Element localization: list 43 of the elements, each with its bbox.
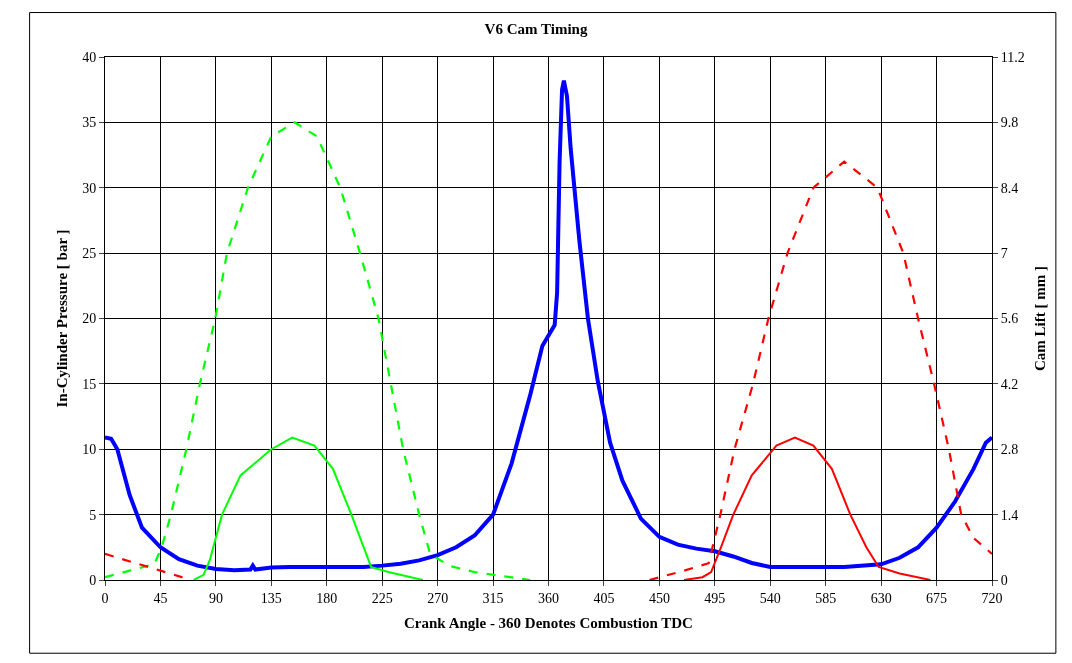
x-tick-label: 270 — [427, 590, 449, 606]
line-series — [683, 436, 932, 580]
y2-tick-label: 2.8 — [1000, 442, 1019, 458]
x-tick-label: 540 — [759, 590, 781, 606]
x-tick-label: 585 — [815, 590, 837, 606]
x-tick-label: 315 — [482, 590, 504, 606]
y2-axis-title: Cam Lift [ mm ] — [1031, 266, 1048, 371]
y-tick-label: 30 — [82, 180, 97, 196]
y2-tick-label: 4.2 — [1000, 376, 1019, 392]
y2-tick-label: 7 — [1000, 246, 1008, 262]
y2-tick-label: 11.2 — [1000, 49, 1025, 65]
y2-tick-label: 8.4 — [1000, 180, 1019, 196]
x-tick-label: 135 — [260, 590, 282, 606]
y-tick-label: 25 — [82, 246, 97, 262]
x-tick-label: 180 — [316, 590, 338, 606]
y-tick-label: 0 — [89, 572, 97, 588]
x-axis-title: Crank Angle - 360 Denotes Combustion TDC — [404, 614, 693, 631]
x-tick-label: 630 — [870, 590, 892, 606]
x-tick-label: 0 — [101, 590, 109, 606]
x-tick-label: 450 — [648, 590, 670, 606]
x-tick-label: 720 — [981, 590, 1003, 606]
y-axis-title: In-Cylinder Pressure [ bar ] — [54, 229, 71, 408]
y2-tick-label: 9.8 — [1000, 115, 1019, 131]
y-tick-label: 5 — [89, 507, 97, 523]
line-series — [105, 78, 992, 573]
x-tick-label: 45 — [153, 590, 168, 606]
y-tick-label: 15 — [82, 376, 97, 392]
y-tick-label: 10 — [82, 442, 97, 458]
chart-title: V6 Cam Timing — [484, 20, 588, 37]
x-tick-label: 225 — [371, 590, 393, 606]
y2-tick-label: 0 — [1000, 572, 1008, 588]
line-series — [192, 436, 424, 580]
x-tick-label: 360 — [538, 590, 559, 606]
y-tick-label: 20 — [82, 311, 97, 327]
y2-tick-label: 5.6 — [1000, 311, 1019, 327]
y-tick-label: 40 — [82, 49, 97, 65]
line-series — [105, 121, 532, 580]
y-tick-label: 35 — [82, 115, 97, 131]
x-tick-label: 405 — [593, 590, 615, 606]
x-tick-label: 90 — [208, 590, 223, 606]
y2-tick-label: 1.4 — [1000, 507, 1019, 523]
x-tick-label: 495 — [704, 590, 726, 606]
x-tick-label: 675 — [926, 590, 948, 606]
